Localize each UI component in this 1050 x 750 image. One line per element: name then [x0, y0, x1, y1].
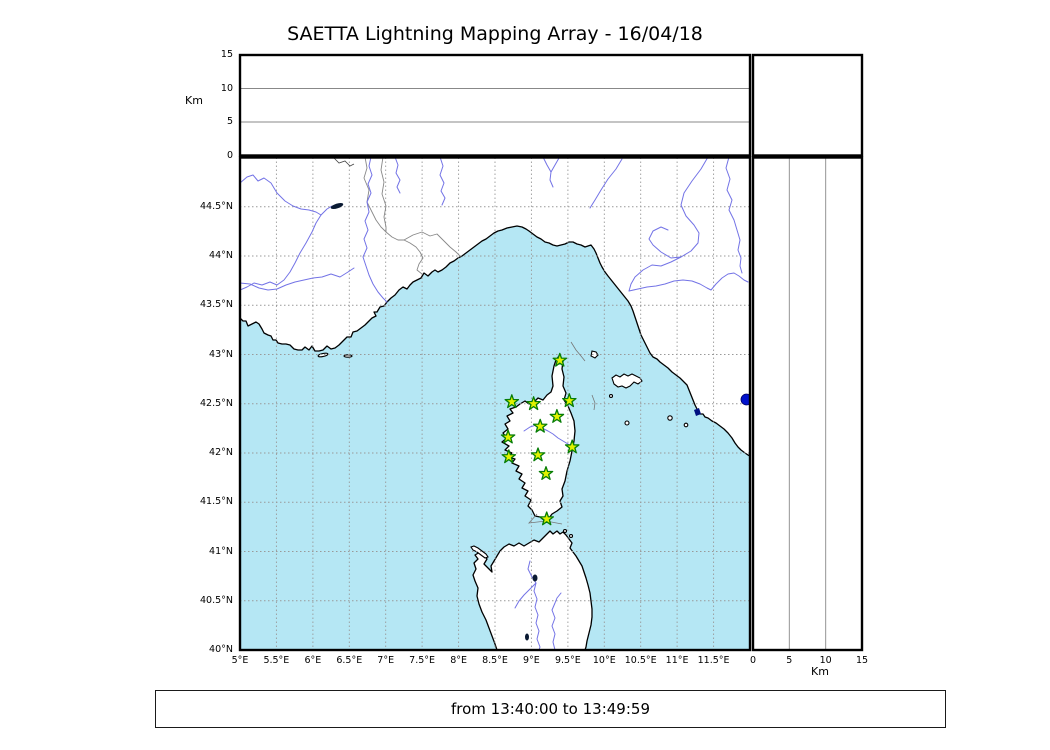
alt-tick: 15 — [220, 49, 233, 60]
km-tick: 0 — [749, 655, 757, 666]
lat-tick: 43°N — [209, 348, 233, 360]
lon-tick: 11°E — [665, 655, 689, 666]
time-range-box: from 13:40:00 to 13:49:59 — [155, 690, 946, 728]
altitude-panel-grid — [240, 88, 750, 123]
lon-tick: 7.5°E — [409, 655, 436, 666]
coastline-sardinia — [472, 530, 593, 650]
lat-tick: 44.5°N — [199, 200, 233, 212]
right-panel-grid — [788, 157, 827, 650]
lat-tick: 42°N — [209, 447, 233, 458]
km-tick: 15 — [855, 655, 869, 666]
lakes — [330, 202, 701, 641]
lon-tick: 8.5°E — [482, 655, 508, 666]
lat-tick: 44°N — [209, 250, 233, 261]
lat-tick: 40°N — [209, 644, 233, 655]
country-borders — [363, 157, 461, 275]
altitude-axis-label: Km — [185, 94, 203, 107]
lat-tick: 41°N — [209, 545, 233, 557]
coastline-corsica — [501, 355, 576, 522]
km-tick: 5 — [786, 655, 793, 666]
map-frame — [238, 156, 752, 652]
lake-bolsena-dot — [740, 393, 750, 406]
lat-tick: 43.5°N — [199, 299, 233, 311]
rivers — [240, 157, 749, 650]
lon-tick: 9°E — [522, 655, 540, 666]
altitude-lon-panel — [238, 53, 752, 157]
lon-tick: 8°E — [450, 655, 467, 666]
figure-title: SAETTA Lightning Mapping Array - 16/04/1… — [287, 23, 703, 45]
lon-tick: 5.5°E — [263, 655, 290, 666]
altitude-lat-panel — [751, 156, 864, 652]
lon-tick: 6°E — [304, 655, 322, 666]
lon-tick: 10.5°E — [624, 655, 657, 666]
lon-tick: 6.5°E — [336, 655, 363, 666]
time-range-text: from 13:40:00 to 13:49:59 — [450, 700, 650, 718]
contour-lines — [333, 157, 596, 525]
lon-tick: 9.5°E — [554, 655, 581, 666]
lon-tick: 10°E — [592, 655, 616, 666]
islands — [317, 350, 689, 559]
lon-tick: 11.5°E — [697, 655, 730, 666]
alt-tick: 5 — [226, 116, 233, 127]
lon-tick: 7°E — [377, 655, 395, 666]
alt-tick: 10 — [220, 82, 233, 94]
lat-tick: 41.5°N — [199, 496, 233, 508]
lat-tick: 42.5°N — [199, 397, 233, 409]
alt-tick: 0 — [226, 149, 233, 161]
lat-tick: 40.5°N — [199, 594, 233, 606]
km-bottom-axis-label: Km — [811, 665, 829, 678]
map-panel — [240, 157, 750, 650]
km-tick: 10 — [819, 655, 832, 666]
corner-panel — [751, 53, 864, 157]
lon-tick: 5°E — [231, 655, 249, 666]
